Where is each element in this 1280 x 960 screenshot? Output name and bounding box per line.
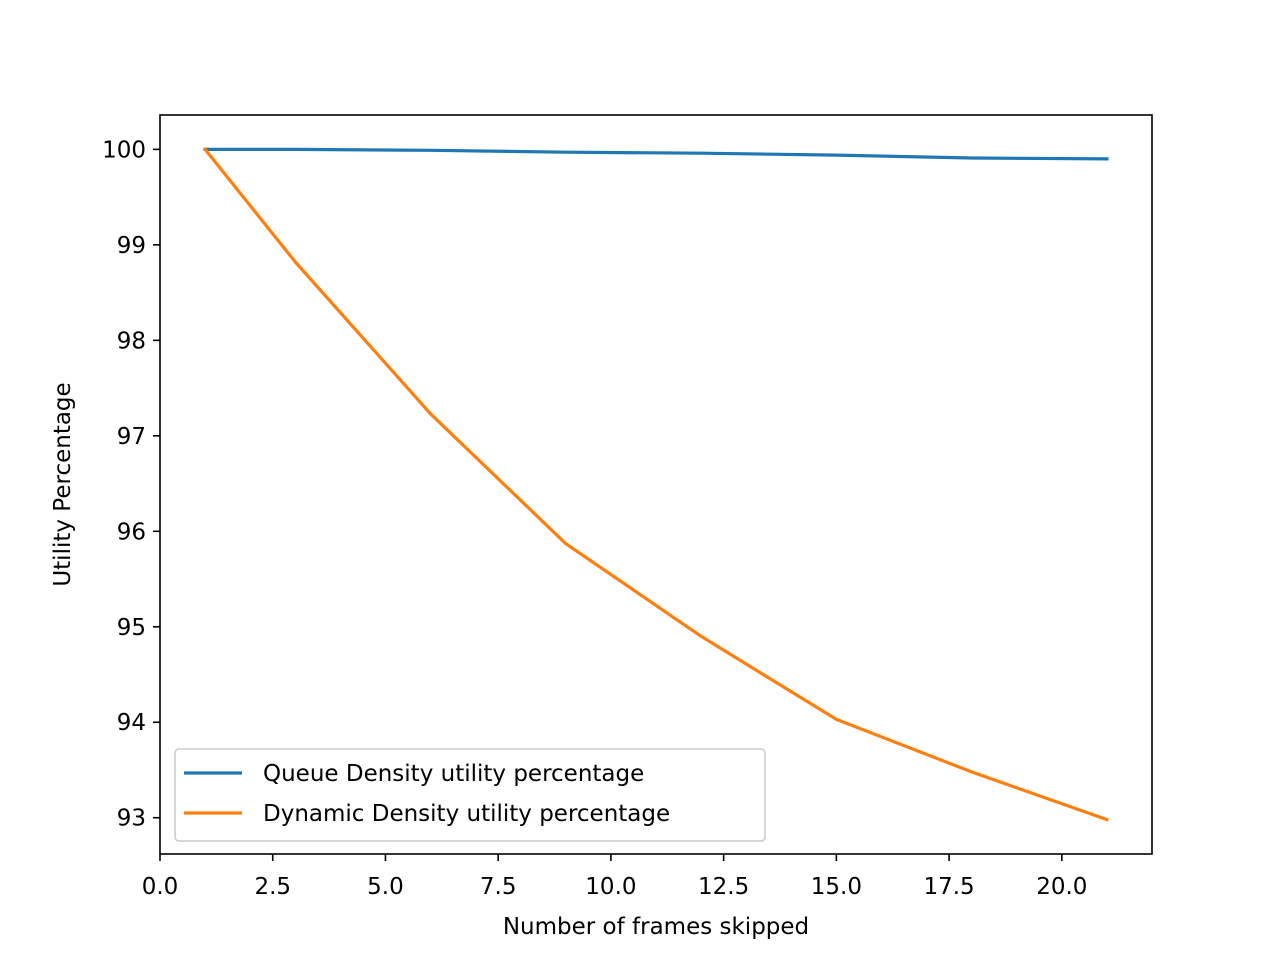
x-tick-label: 15.0 (811, 874, 862, 900)
x-tick-label: 17.5 (923, 874, 974, 900)
x-tick-label: 5.0 (367, 874, 404, 900)
y-tick-label: 94 (117, 710, 146, 736)
y-axis: 93 94 95 96 97 98 99 100 (102, 137, 160, 832)
y-tick-label: 100 (102, 137, 146, 163)
y-tick-label: 99 (117, 233, 146, 259)
y-axis-label: Utility Percentage (50, 382, 76, 586)
y-tick-label: 97 (117, 424, 146, 450)
y-tick-label: 96 (117, 519, 146, 545)
y-tick-label: 95 (117, 615, 146, 641)
series-line-1 (203, 147, 1109, 161)
series-line-2 (202, 147, 1109, 822)
x-tick-label: 20.0 (1036, 874, 1087, 900)
y-tick-label: 93 (117, 806, 146, 832)
series-layer (202, 147, 1109, 822)
legend: Queue Density utility percentage Dynamic … (174, 748, 766, 842)
x-tick-label: 12.5 (698, 874, 749, 900)
x-axis-label: Number of frames skipped (503, 914, 809, 940)
legend-label: Dynamic Density utility percentage (263, 801, 670, 827)
x-tick-label: 10.0 (585, 874, 636, 900)
legend-box (174, 748, 766, 842)
x-tick-label: 7.5 (480, 874, 517, 900)
plot-area-frame (159, 114, 1153, 855)
x-axis: 0.0 2.5 5.0 7.5 10.0 12.5 15.0 17.5 20.0 (142, 854, 1087, 900)
legend-label: Queue Density utility percentage (263, 761, 644, 787)
x-tick-label: 2.5 (254, 874, 291, 900)
y-tick-label: 98 (117, 328, 146, 354)
x-tick-label: 0.0 (142, 874, 179, 900)
